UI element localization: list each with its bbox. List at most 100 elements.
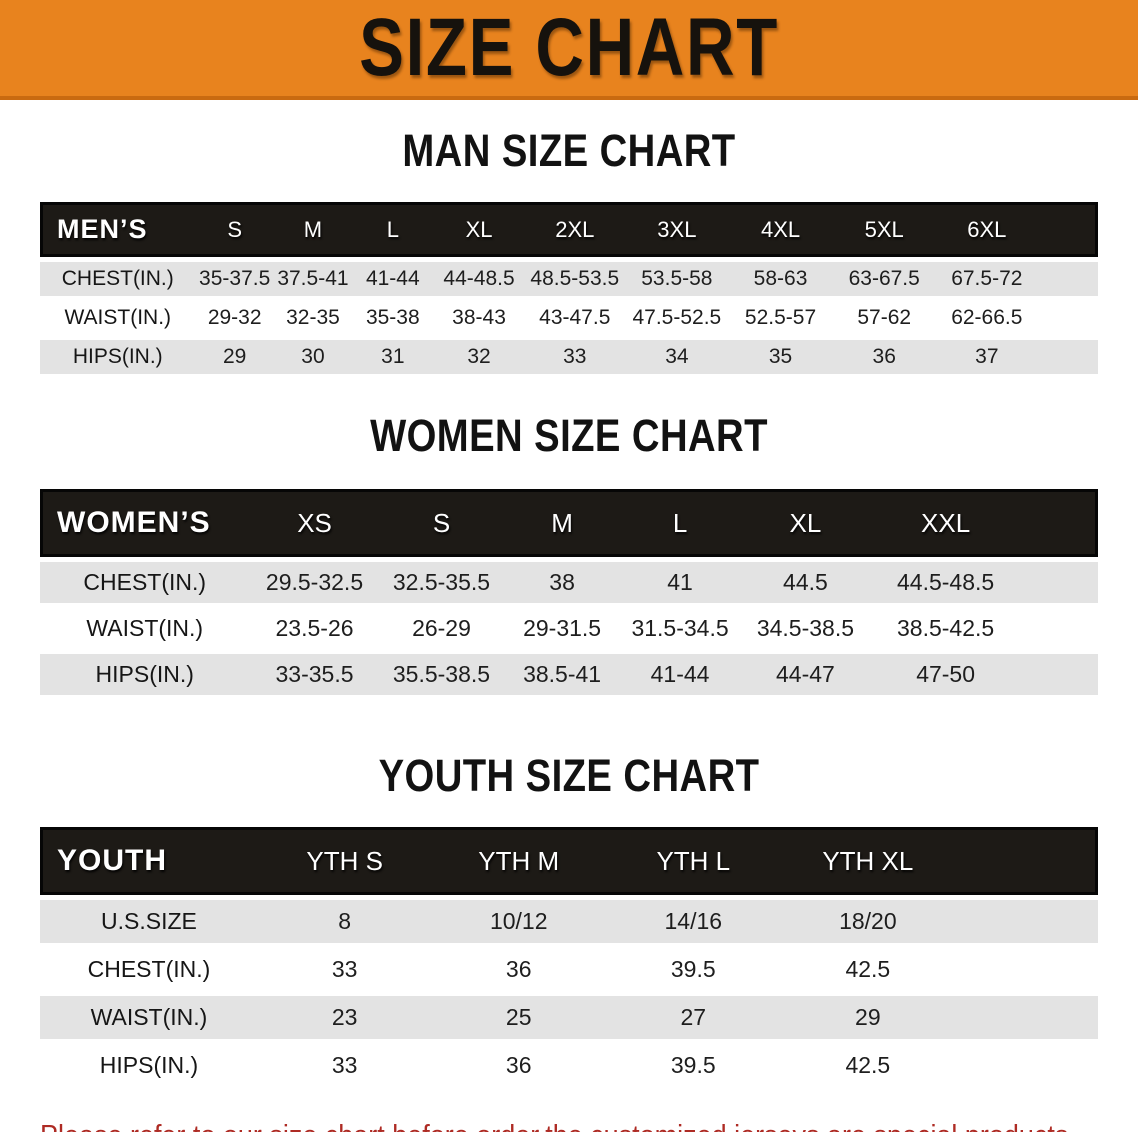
value-cell: 33-35.5 <box>249 654 380 695</box>
value-cell: 39.5 <box>606 1044 781 1087</box>
value-cell: 57-62 <box>832 301 937 335</box>
row-filler <box>1019 562 1098 603</box>
row-label-cell: CHEST(IN.) <box>40 948 258 991</box>
women-size-table: WOMEN’S XS S M L XL XXL CHEST(IN.) 29.5-… <box>40 484 1098 700</box>
value-cell: 53.5-58 <box>625 262 729 296</box>
value-cell: 44-48.5 <box>433 262 525 296</box>
value-cell: 35 <box>728 340 833 374</box>
value-cell: 35.5-38.5 <box>379 654 504 695</box>
size-column-header: L <box>620 489 740 557</box>
men-header-row: MEN’S S M L XL 2XL 3XL 4XL 5XL 6XL <box>40 202 1098 257</box>
page-title: SIZE CHART <box>359 2 779 93</box>
value-cell: 29.5-32.5 <box>249 562 380 603</box>
value-cell: 37 <box>936 340 1038 374</box>
value-cell: 31.5-34.5 <box>620 608 740 649</box>
size-column-header: M <box>273 202 353 257</box>
youth-hips-row: HIPS(IN.) 33 36 39.5 42.5 <box>40 1044 1098 1087</box>
size-column-header: S <box>195 202 274 257</box>
section-title-youth: YOUTH SIZE CHART <box>0 750 1138 802</box>
row-label-cell: HIPS(IN.) <box>40 654 250 695</box>
size-column-header: YTH M <box>431 827 606 895</box>
value-cell: 37.5-41 <box>273 262 353 296</box>
row-filler <box>1037 340 1098 374</box>
value-cell: 23.5-26 <box>249 608 380 649</box>
women-chest-row: CHEST(IN.) 29.5-32.5 32.5-35.5 38 41 44.… <box>40 562 1098 603</box>
section-title-man: MAN SIZE CHART <box>0 125 1138 177</box>
value-cell: 42.5 <box>780 1044 956 1087</box>
row-filler <box>1037 301 1098 335</box>
value-cell: 63-67.5 <box>832 262 937 296</box>
value-cell: 58-63 <box>728 262 833 296</box>
women-hips-row: HIPS(IN.) 33-35.5 35.5-38.5 38.5-41 41-4… <box>40 654 1098 695</box>
size-column-header: XL <box>433 202 525 257</box>
size-column-header: M <box>503 489 621 557</box>
size-column-header: 5XL <box>832 202 937 257</box>
row-label-cell: HIPS(IN.) <box>40 340 196 374</box>
row-filler <box>955 996 1098 1039</box>
value-cell: 8 <box>257 900 432 943</box>
value-cell: 41-44 <box>620 654 740 695</box>
row-label-cell: CHEST(IN.) <box>40 562 250 603</box>
value-cell: 36 <box>832 340 937 374</box>
header-filler <box>955 827 1098 895</box>
value-cell: 33 <box>524 340 626 374</box>
value-cell: 33 <box>257 1044 432 1087</box>
size-column-header: S <box>379 489 504 557</box>
section-title-youth-text: YOUTH SIZE CHART <box>378 750 760 801</box>
size-column-header: YTH L <box>606 827 781 895</box>
value-cell: 62-66.5 <box>936 301 1038 335</box>
value-cell: 23 <box>257 996 432 1039</box>
youth-header-row: YOUTH YTH S YTH M YTH L YTH XL <box>40 827 1098 895</box>
value-cell: 44.5-48.5 <box>871 562 1020 603</box>
size-column-header: XL <box>739 489 872 557</box>
header-filler <box>1019 489 1098 557</box>
row-filler <box>1019 608 1098 649</box>
value-cell: 38.5-42.5 <box>871 608 1020 649</box>
row-label-cell: U.S.SIZE <box>40 900 258 943</box>
row-filler <box>1037 262 1098 296</box>
size-column-header: 6XL <box>936 202 1038 257</box>
size-column-header: 2XL <box>524 202 626 257</box>
row-label-cell: HIPS(IN.) <box>40 1044 258 1087</box>
row-label-cell: WAIST(IN.) <box>40 608 250 649</box>
row-filler <box>955 1044 1098 1087</box>
value-cell: 36 <box>431 948 606 991</box>
men-waist-row: WAIST(IN.) 29-32 32-35 35-38 38-43 43-47… <box>40 301 1098 335</box>
size-column-header: L <box>352 202 434 257</box>
value-cell: 44.5 <box>739 562 872 603</box>
row-filler <box>955 948 1098 991</box>
value-cell: 32.5-35.5 <box>379 562 504 603</box>
disclaimer-line-1: Please refer to our size chart before or… <box>40 1112 1076 1132</box>
men-chest-row: CHEST(IN.) 35-37.5 37.5-41 41-44 44-48.5… <box>40 262 1098 296</box>
value-cell: 18/20 <box>780 900 956 943</box>
row-filler <box>1019 654 1098 695</box>
value-cell: 43-47.5 <box>524 301 626 335</box>
men-hips-row: HIPS(IN.) 29 30 31 32 33 34 35 36 37 <box>40 340 1098 374</box>
row-label-cell: WAIST(IN.) <box>40 301 196 335</box>
value-cell: 27 <box>606 996 781 1039</box>
value-cell: 34 <box>625 340 729 374</box>
value-cell: 30 <box>273 340 353 374</box>
value-cell: 38 <box>503 562 621 603</box>
value-cell: 36 <box>431 1044 606 1087</box>
value-cell: 26-29 <box>379 608 504 649</box>
women-header-label: WOMEN’S <box>40 489 250 557</box>
size-column-header: 3XL <box>625 202 729 257</box>
value-cell: 47.5-52.5 <box>625 301 729 335</box>
size-column-header: XS <box>249 489 380 557</box>
value-cell: 44-47 <box>739 654 872 695</box>
value-cell: 47-50 <box>871 654 1020 695</box>
value-cell: 52.5-57 <box>728 301 833 335</box>
women-header-row: WOMEN’S XS S M L XL XXL <box>40 489 1098 557</box>
value-cell: 31 <box>352 340 434 374</box>
youth-chest-row: CHEST(IN.) 33 36 39.5 42.5 <box>40 948 1098 991</box>
value-cell: 35-37.5 <box>195 262 274 296</box>
value-cell: 34.5-38.5 <box>739 608 872 649</box>
value-cell: 29-32 <box>195 301 274 335</box>
value-cell: 67.5-72 <box>936 262 1038 296</box>
value-cell: 41-44 <box>352 262 434 296</box>
size-column-header: 4XL <box>728 202 833 257</box>
footer-disclaimer: Please refer to our size chart before or… <box>40 1112 1138 1132</box>
value-cell: 32-35 <box>273 301 353 335</box>
value-cell: 32 <box>433 340 525 374</box>
